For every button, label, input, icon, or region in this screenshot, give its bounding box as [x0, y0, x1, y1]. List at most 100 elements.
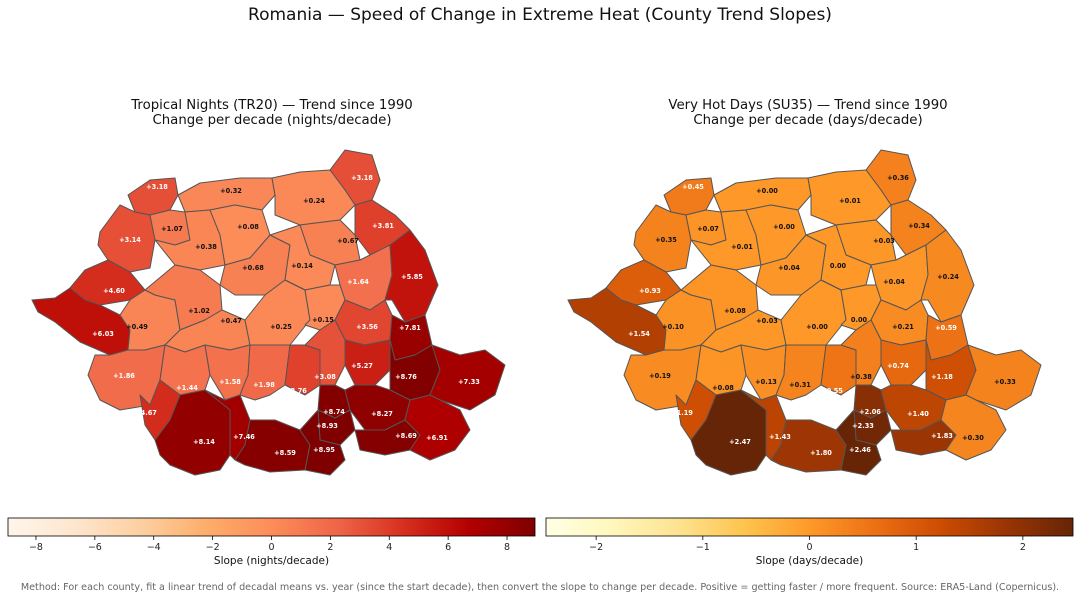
county-value-label: +0.33: [994, 378, 1016, 386]
colorbar-gradient: [7, 517, 536, 537]
county-value-label: +2.47: [729, 438, 751, 446]
county-value-label: +0.00: [756, 187, 778, 195]
county-value-label: +5.85: [401, 273, 423, 281]
county-value-label: +0.38: [850, 373, 872, 381]
colorbar-label: Slope (nights/decade): [214, 555, 329, 567]
tr20-map: +3.18 +0.32 +3.18 +0.24 +3.14 +1.07 +0.38 +0.08…: [31, 149, 506, 476]
county-value-label: +8.59: [274, 449, 296, 457]
county-value-label: +0.24: [303, 197, 325, 205]
county-region: [234, 419, 311, 473]
colorbar-tick-label: 6: [445, 542, 451, 553]
county-value-label: +6.03: [92, 330, 114, 338]
county-value-label: +1.07: [161, 225, 183, 233]
county-region: [835, 409, 882, 476]
county-region: [97, 204, 156, 273]
county-value-label: +8.69: [395, 432, 417, 440]
county-value-label: +7.33: [458, 378, 480, 386]
county-value-label: +0.93: [639, 287, 661, 295]
county-region: [271, 169, 356, 226]
county-value-label: +1.98: [253, 381, 275, 389]
su35-map: +0.45 +0.00 +0.36 +0.01 +0.35 +0.07 +0.01 +0.00…: [567, 149, 1042, 476]
county-value-label: +5.27: [351, 362, 373, 370]
left-panel-title-line1: Tropical Nights (TR20) — Trend since 199…: [131, 98, 413, 113]
colorbar-tick-label: 0: [806, 542, 812, 553]
colorbar-tick-label: 8: [504, 542, 510, 553]
county-value-label: +1.80: [810, 449, 832, 457]
figure-title: Romania — Speed of Change in Extreme Hea…: [248, 5, 832, 25]
county-value-label: +1.54: [628, 330, 650, 338]
county-value-label: +0.74: [887, 362, 909, 370]
county-value-label: +1.86: [113, 372, 135, 380]
county-value-label: +3.18: [146, 183, 168, 191]
county-value-label: +0.59: [935, 324, 957, 332]
colorbar-tick-label: 0: [268, 542, 274, 553]
county-value-label: +0.15: [312, 316, 334, 324]
county-region: [429, 344, 506, 411]
county-value-label: +2.46: [849, 446, 871, 454]
county-value-label: +8.93: [316, 422, 338, 430]
county-value-label: +0.32: [220, 187, 242, 195]
county-value-label: 0.00: [851, 316, 868, 324]
county-value-label: +7.46: [233, 433, 255, 441]
county-value-label: +0.36: [887, 174, 909, 182]
colorbar-tick-label: −8: [29, 542, 43, 553]
county-region: [344, 339, 391, 386]
county-value-label: +0.24: [937, 273, 959, 281]
colorbar-tick-label: −2: [589, 542, 603, 553]
county-value-label: +0.21: [892, 323, 914, 331]
colorbar-tick-label: −6: [88, 542, 102, 553]
county-value-label: +3.56: [356, 323, 378, 331]
county-value-label: +0.03: [756, 317, 778, 325]
method-footnote: Method: For each county, fit a linear tr…: [20, 582, 1060, 593]
county-value-label: +6.91: [426, 434, 448, 442]
county-value-label: +0.08: [724, 307, 746, 315]
colorbar-tick-label: 2: [1020, 542, 1026, 553]
county-value-label: +1.19: [671, 409, 693, 417]
colorbar-tick-label: 1: [913, 542, 919, 553]
county-region: [965, 344, 1042, 411]
county-value-label: +1.43: [769, 433, 791, 441]
colorbar-tick-label: 2: [327, 542, 333, 553]
tr20-colorbar: −8 −6 −4 −2 0 2 4 6 8 Slope (nights/decade): [7, 517, 536, 567]
colorbar-gradient: [545, 517, 1074, 537]
county-value-label: +3.08: [314, 373, 336, 381]
county-value-label: +0.13: [755, 378, 777, 386]
county-value-label: +0.49: [126, 323, 148, 331]
county-value-label: +0.68: [242, 264, 264, 272]
county-value-label: +0.01: [839, 197, 861, 205]
county-value-label: +3.76: [285, 387, 307, 395]
county-value-label: +7.81: [399, 324, 421, 332]
colorbar-tick-label: −4: [147, 542, 161, 553]
county-value-label: +0.38: [195, 243, 217, 251]
county-value-label: +3.14: [119, 236, 141, 244]
right-panel-title: Very Hot Days (SU35) — Trend since 1990 …: [588, 98, 1028, 128]
county-value-label: +8.14: [193, 438, 215, 446]
county-value-label: +0.01: [731, 243, 753, 251]
county-value-label: +0.00: [806, 323, 828, 331]
left-panel-title: Tropical Nights (TR20) — Trend since 199…: [52, 98, 492, 128]
county-value-label: +8.76: [395, 373, 417, 381]
county-value-label: +0.08: [712, 384, 734, 392]
county-value-label: +2.06: [859, 408, 881, 416]
county-value-label: +2.33: [852, 422, 874, 430]
county-value-label: +1.64: [347, 278, 369, 286]
county-value-label: +3.81: [372, 222, 394, 230]
county-value-label: +0.47: [220, 317, 242, 325]
county-value-label: +0.25: [270, 323, 292, 331]
county-value-label: +3.18: [351, 174, 373, 182]
county-region: [880, 339, 927, 386]
county-value-label: +0.67: [337, 237, 359, 245]
colorbar-tick-label: −2: [206, 542, 220, 553]
county-value-label: +1.40: [907, 410, 929, 418]
county-region: [633, 204, 692, 273]
county-value-label: +0.10: [662, 323, 684, 331]
county-value-label: +8.95: [313, 446, 335, 454]
county-value-label: +0.04: [883, 278, 905, 286]
county-value-label: +1.58: [219, 378, 241, 386]
county-value-label: +1.18: [931, 373, 953, 381]
su35-colorbar: −2 −1 0 1 2 Slope (days/decade): [545, 517, 1074, 567]
right-panel-title-line2: Change per decade (days/decade): [693, 113, 923, 128]
county-region: [239, 344, 291, 401]
county-value-label: +0.55: [821, 387, 843, 395]
